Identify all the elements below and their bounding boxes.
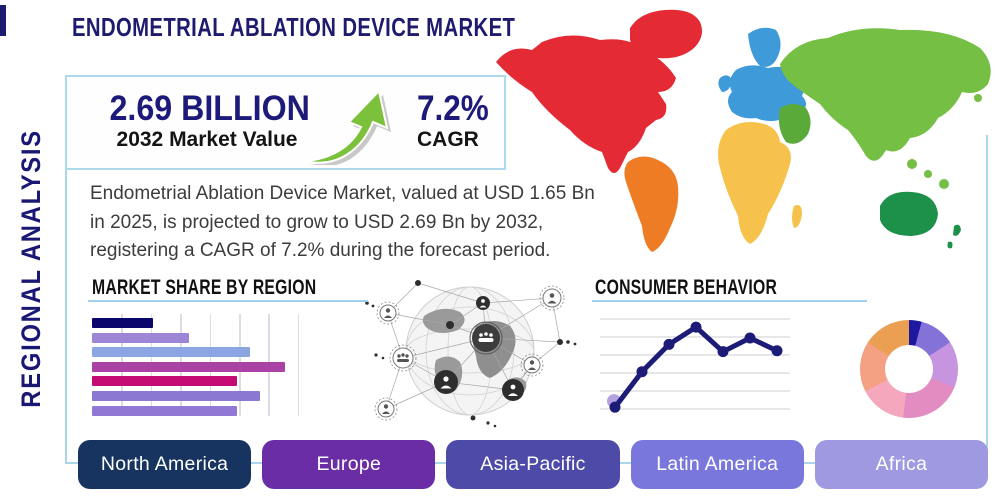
region-button-africa[interactable]: Africa	[814, 440, 989, 489]
market-share-underline	[88, 300, 368, 302]
stats-box: 2.69 BILLION 2032 Market Value 7.2% CAGR	[65, 75, 506, 170]
map-sea-island-3	[939, 179, 949, 189]
consumer-behavior-underline	[592, 300, 867, 302]
consumer-behavior-heading: CONSUMER BEHAVIOR	[595, 276, 778, 299]
market-share-bar-7	[92, 405, 237, 416]
market-share-heading: MARKET SHARE BY REGION	[92, 276, 317, 299]
market-value-caption: 2032 Market Value	[116, 127, 298, 151]
region-button-asia-pacific[interactable]: Asia-Pacific	[446, 440, 620, 489]
donut-hole	[885, 345, 933, 393]
region-button-label: Asia-Pacific	[480, 453, 586, 475]
map-greenland	[630, 9, 702, 59]
bar-gridline	[297, 314, 300, 416]
region-button-europe[interactable]: Europe	[262, 440, 436, 489]
map-europe-uk	[718, 75, 732, 92]
map-south-america	[624, 156, 679, 252]
map-africa	[718, 122, 791, 244]
network-node-icons	[374, 285, 565, 421]
map-new-zealand	[947, 224, 961, 249]
consumer-behavior-chart	[600, 318, 790, 413]
region-buttons-row: North America Europe Asia-Pacific Latin …	[78, 440, 989, 489]
market-share-bar-4	[92, 361, 286, 372]
frame-line-left	[65, 75, 67, 464]
map-madagascar	[792, 205, 802, 228]
market-share-bar-1	[92, 318, 153, 328]
region-button-label: Africa	[875, 453, 928, 475]
map-north-america	[496, 35, 676, 173]
cagr-value: 7.2%	[417, 89, 489, 128]
map-japan	[974, 94, 982, 102]
map-middle-east	[778, 104, 811, 144]
map-sea-island-2	[924, 170, 932, 178]
market-share-bar-2	[92, 332, 189, 343]
region-button-label: North America	[100, 453, 229, 475]
cagr-block: 7.2% CAGR	[417, 89, 507, 151]
world-map	[496, 9, 991, 252]
market-value-block: 2.69 BILLION 2032 Market Value	[101, 89, 313, 151]
region-button-latin-america[interactable]: Latin America	[630, 440, 804, 489]
growth-arrow-icon	[297, 85, 407, 167]
market-share-chart	[92, 314, 302, 416]
map-asia	[780, 28, 991, 161]
market-share-bar-5	[92, 376, 237, 387]
regional-split-donut	[860, 320, 958, 418]
market-share-bar-6	[92, 390, 260, 401]
page-title: ENDOMETRIAL ABLATION DEVICE MARKET	[72, 12, 516, 42]
region-button-label: Latin America	[656, 453, 779, 475]
map-europe-scandinavia	[748, 27, 781, 67]
market-value: 2.69 BILLION	[109, 89, 310, 128]
map-australia	[880, 191, 938, 236]
corner-accent-bar	[0, 5, 6, 36]
map-sea-island-1	[907, 159, 917, 169]
market-description: Endometrial Ablation Device Market, valu…	[90, 183, 595, 261]
cagr-caption: CAGR	[417, 127, 479, 151]
frame-line-right	[986, 135, 988, 464]
market-share-bars	[92, 314, 302, 416]
region-button-north-america[interactable]: North America	[78, 440, 252, 489]
region-button-label: Europe	[316, 453, 382, 475]
market-share-bar-3	[92, 347, 250, 358]
side-label-regional-analysis: REGIONAL ANALYSIS	[16, 129, 46, 408]
connected-globe-illustration	[365, 280, 577, 428]
